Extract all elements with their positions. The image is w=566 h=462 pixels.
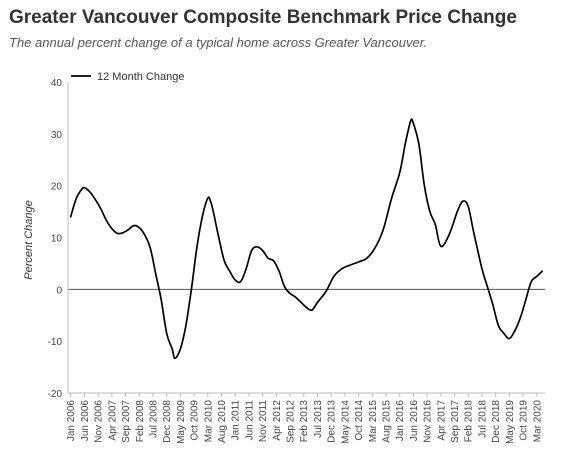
x-tick-label: Jan 2016 [395,400,406,442]
x-tick-label: Sep 2012 [286,400,297,443]
y-tick-label: -10 [48,337,63,348]
chart-subtitle: The annual percent change of a typical h… [9,35,428,50]
x-tick-label: Nov 2016 [423,400,434,443]
x-tick-label: Apr 2017 [436,400,447,441]
x-tick-label: May 2014 [340,400,351,444]
x-tick-label: May 2019 [505,400,516,444]
x-tick-label: Sep 2017 [450,400,461,443]
y-axis-label: Percent Change [23,200,35,280]
x-tick-label: Jul 2018 [477,400,488,438]
x-tick-label: Nov 2006 [94,400,105,443]
x-tick-label: Feb 2018 [464,400,475,443]
x-tick-label: Mar 2015 [368,400,379,443]
x-tick-label: Dec 2013 [327,400,338,443]
y-tick-label: 40 [51,78,63,89]
x-tick-label: Feb 2013 [299,400,310,443]
x-tick-label: Dec 2008 [162,400,173,443]
legend-label: 12 Month Change [97,71,184,83]
x-tick-label: May 2009 [176,400,187,444]
x-tick-label: Jul 2013 [313,400,324,438]
x-tick-label: Apr 2007 [107,400,118,441]
x-tick-label: Jun 2006 [80,400,91,442]
y-tick-label: -20 [48,389,63,400]
y-axis-ticks: -20 -10 0 10 20 30 40 [48,78,63,400]
x-tick-label: Oct 2009 [190,400,201,441]
x-tick-label: Apr 2012 [272,400,283,441]
x-tick-label: Jul 2008 [148,400,159,438]
x-tick-label: Jun 2011 [244,400,255,441]
x-axis-ticks: Jan 2006 Jun 2006 Nov 2006 Apr 2007 Sep 2007… [66,393,543,444]
legend: 12 Month Change [71,71,184,83]
x-tick-label: Aug 2015 [381,400,392,443]
x-tick-label: Jan 2006 [66,400,77,442]
x-tick-label: Feb 2008 [135,400,146,443]
y-tick-label: 20 [51,182,63,193]
series-line-12-month-change [69,118,544,360]
x-tick-label: Jun 2016 [409,400,420,442]
x-tick-label: Nov 2011 [258,400,269,443]
x-tick-label: Sep 2007 [121,400,132,443]
x-tick-label: Aug 2010 [217,400,228,443]
x-tick-label: Jan 2011 [231,400,242,441]
chart-title: Greater Vancouver Composite Benchmark Pr… [9,7,517,28]
y-tick-label: 0 [56,285,62,296]
x-tick-label: Oct 2014 [354,400,365,441]
x-tick-label: Mar 2020 [532,400,543,443]
y-tick-label: 30 [51,130,63,141]
x-tick-label: Oct 2019 [519,400,530,441]
x-tick-label: Mar 2010 [203,400,214,443]
x-tick-label: Dec 2018 [491,400,502,443]
y-tick-label: 10 [51,234,63,245]
